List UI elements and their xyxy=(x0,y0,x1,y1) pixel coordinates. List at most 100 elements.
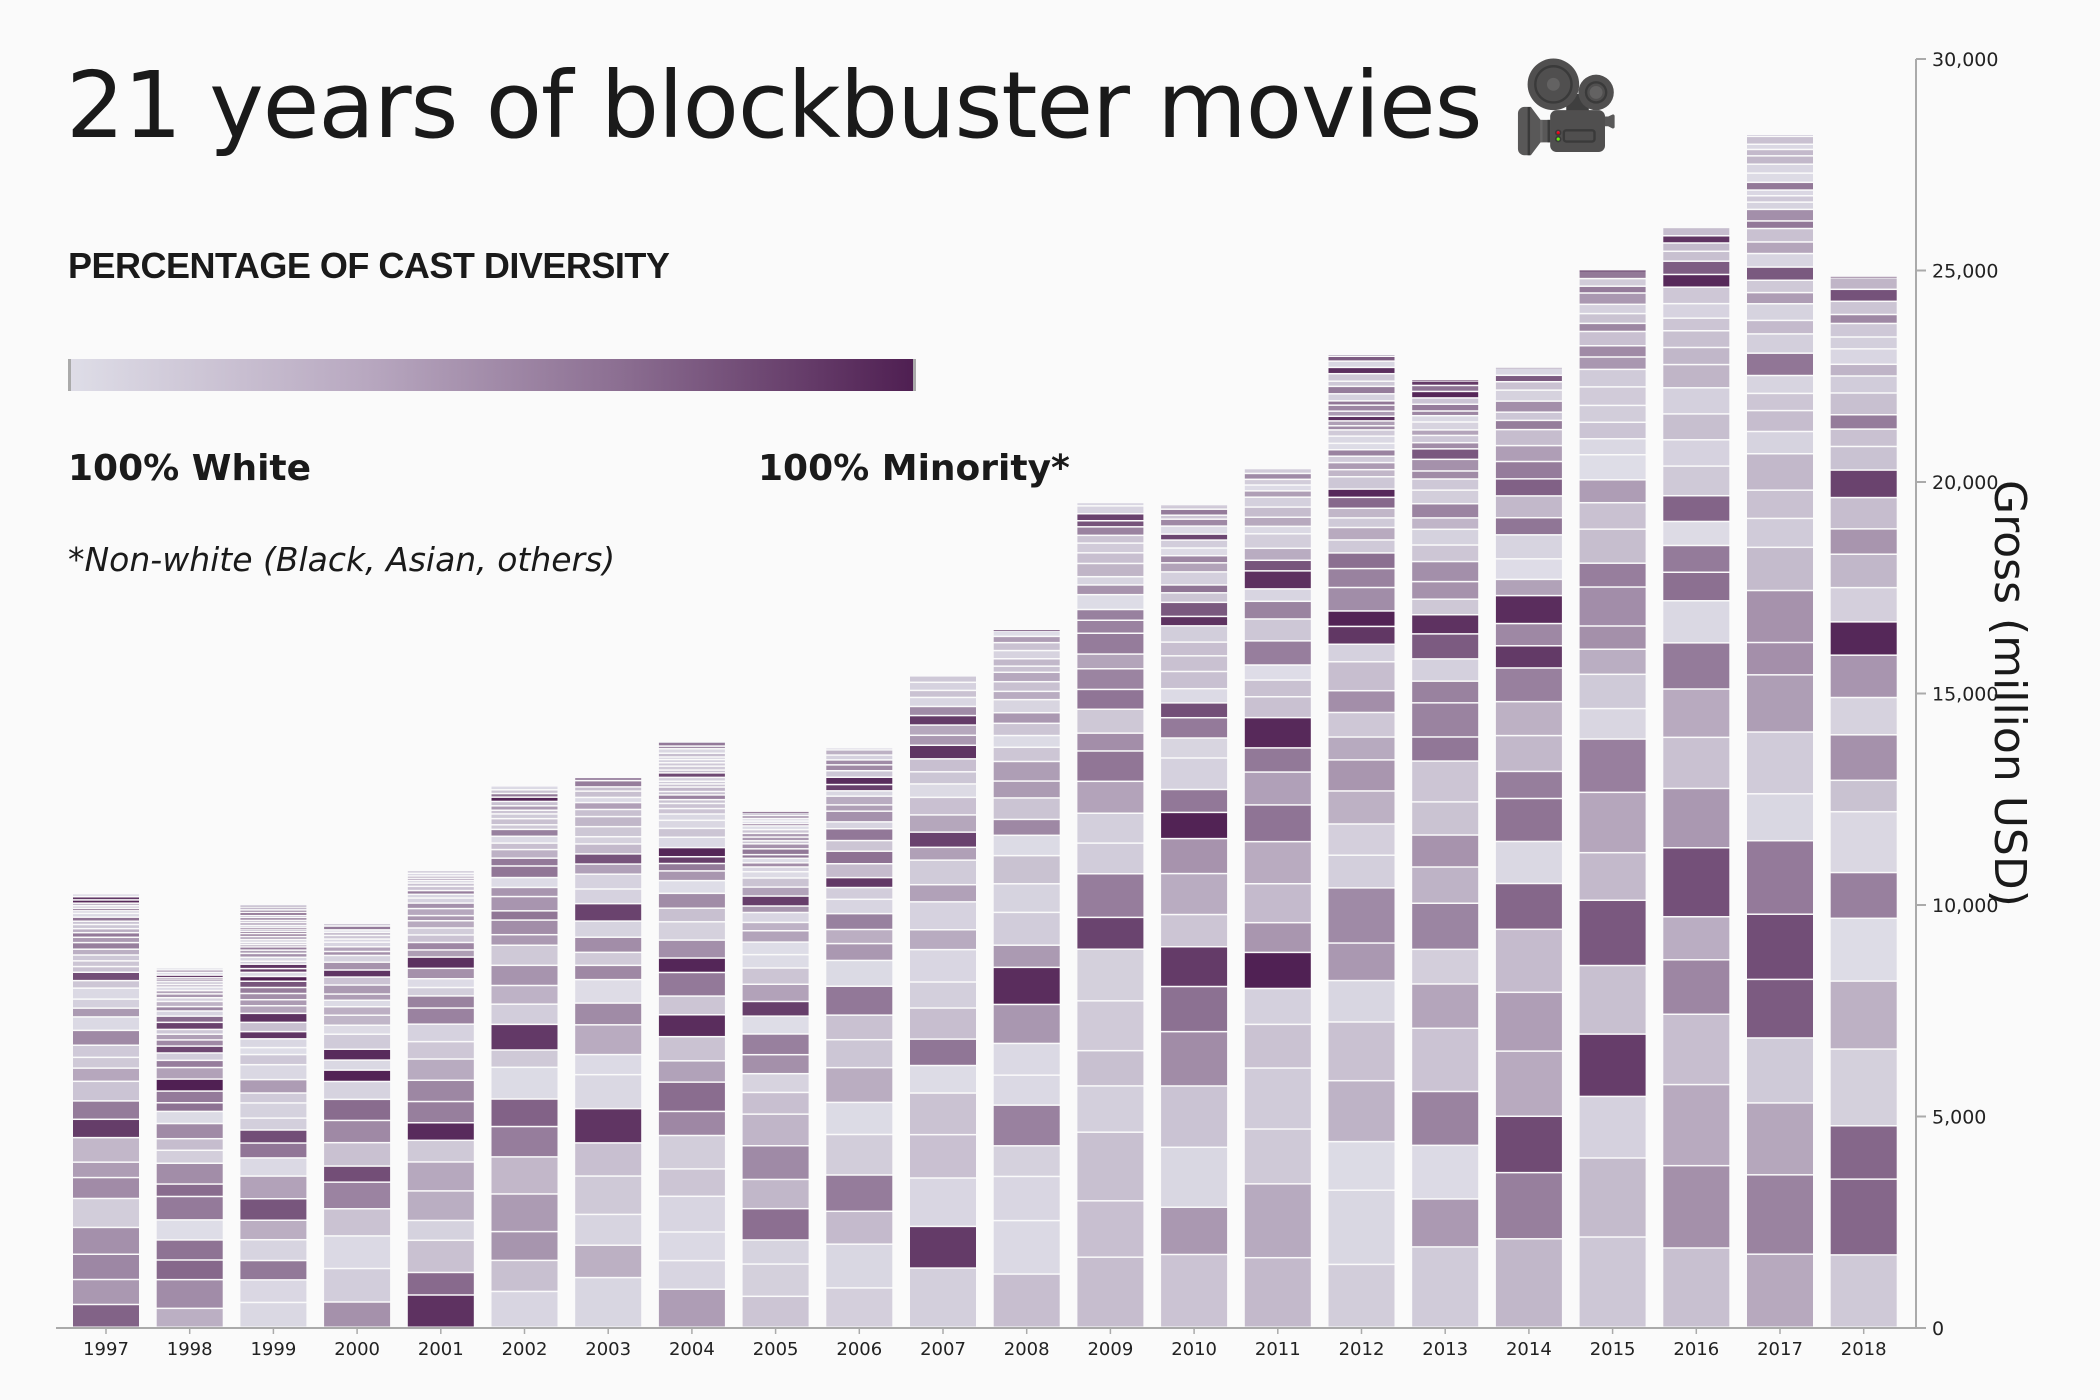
bar-segment xyxy=(1830,376,1897,393)
bar-segment xyxy=(1077,553,1144,563)
x-tick-label: 2006 xyxy=(836,1339,882,1360)
bar-segment xyxy=(1830,276,1897,278)
bar-segment xyxy=(1747,394,1813,410)
bar-segment xyxy=(1579,793,1646,852)
x-tick-label: 2003 xyxy=(585,1339,631,1360)
bar-segment xyxy=(1830,447,1897,470)
bar-segment xyxy=(491,837,558,843)
y-tick-label: 30,000 xyxy=(1932,49,1998,71)
bar-segment xyxy=(658,958,725,972)
bar-segment xyxy=(491,888,558,896)
bar-segment xyxy=(1495,993,1562,1051)
bar-segment xyxy=(742,811,809,813)
bar-segment xyxy=(658,881,725,893)
bar-segment xyxy=(1077,1051,1144,1086)
bar-segment xyxy=(1495,596,1562,623)
bar-segment xyxy=(1747,254,1813,267)
bar-segment xyxy=(1412,471,1479,479)
bar-segment xyxy=(1747,1175,1813,1254)
bar-segment xyxy=(156,970,223,972)
bar-segment xyxy=(1663,546,1730,572)
bar-segment xyxy=(1328,509,1395,518)
bar-segment xyxy=(1328,627,1395,644)
bar-segment xyxy=(1244,507,1311,517)
bar-segment xyxy=(1495,535,1562,559)
bar-segment xyxy=(240,916,307,917)
bar-segment xyxy=(1579,439,1646,455)
bar-segment xyxy=(1244,842,1311,883)
bar-segment xyxy=(1747,643,1813,675)
bar-segment xyxy=(826,1135,893,1175)
bar-segment xyxy=(1412,386,1479,391)
bar-segment xyxy=(156,998,223,1001)
bar-segment xyxy=(658,864,725,871)
bar-segment xyxy=(1328,1142,1395,1190)
bar-segment xyxy=(1412,416,1479,422)
bar-segment xyxy=(826,771,893,777)
bar-segment xyxy=(73,1017,139,1030)
bar-segment xyxy=(491,850,558,858)
bar-segment xyxy=(156,1023,223,1029)
bar-segment xyxy=(1161,556,1228,563)
bar-segment xyxy=(407,1102,474,1123)
bar-segment xyxy=(156,1007,223,1011)
bar-segment xyxy=(993,798,1060,819)
bar-segment xyxy=(1830,588,1897,622)
bar-segment xyxy=(240,1032,307,1039)
bar-segment xyxy=(1747,183,1813,190)
bar-segment xyxy=(993,637,1060,642)
bar-segment xyxy=(1495,479,1562,496)
bar-segment xyxy=(1161,603,1228,616)
bar-segment xyxy=(1747,1038,1813,1103)
bar-segment xyxy=(658,848,725,856)
bar-segment xyxy=(1328,361,1395,367)
bar-segment xyxy=(240,913,307,915)
bar-segment xyxy=(1077,543,1144,553)
bar-segment xyxy=(742,1034,809,1054)
bar-segment xyxy=(658,773,725,777)
bar-segment xyxy=(156,1079,223,1091)
bar-segment xyxy=(993,1105,1060,1146)
bar-segment xyxy=(240,1199,307,1220)
bar-segment xyxy=(1663,348,1730,364)
bar-segment xyxy=(658,1082,725,1111)
bar-segment xyxy=(240,1118,307,1130)
bar-segment xyxy=(658,1261,725,1289)
bar-segment xyxy=(407,943,474,950)
bar-segment xyxy=(1161,534,1228,540)
chart-title: 21 years of blockbuster movies 🎥 xyxy=(66,52,1621,159)
bar-segment xyxy=(1244,619,1311,641)
bar-segment xyxy=(240,923,307,925)
bar-segment xyxy=(407,1024,474,1041)
bar-segment xyxy=(1328,444,1395,449)
bar-segment xyxy=(1244,517,1311,526)
bar-segment xyxy=(1328,394,1395,401)
bar-segment xyxy=(658,1197,725,1232)
bar-segment xyxy=(1495,930,1562,992)
bar-segment xyxy=(1244,589,1311,601)
bar-segment xyxy=(1663,738,1730,788)
bar-segment xyxy=(826,822,893,828)
bar-segment xyxy=(1077,621,1144,633)
bar-segment xyxy=(1747,675,1813,732)
bar-segment xyxy=(993,913,1060,945)
bar-segment xyxy=(156,978,223,980)
bar-segment xyxy=(1244,1068,1311,1129)
bar-segment xyxy=(1747,432,1813,453)
bar-segment xyxy=(1077,733,1144,751)
bar-segment xyxy=(1244,953,1311,988)
x-tick-label: 2013 xyxy=(1422,1339,1468,1360)
bar-segment xyxy=(324,1269,391,1302)
bar-segment xyxy=(156,1016,223,1022)
bar-segment xyxy=(1161,540,1228,548)
bar-segment xyxy=(575,1215,642,1245)
bar-segment xyxy=(910,1066,976,1093)
bar-segment xyxy=(1412,504,1479,518)
bar-segment xyxy=(1328,611,1395,626)
bar-segment xyxy=(1161,656,1228,671)
bar-segment xyxy=(910,784,976,797)
bar-segment xyxy=(1161,626,1228,642)
x-tick-label: 2000 xyxy=(334,1339,380,1360)
bar-segment xyxy=(910,1135,976,1178)
bar-segment xyxy=(156,1034,223,1040)
